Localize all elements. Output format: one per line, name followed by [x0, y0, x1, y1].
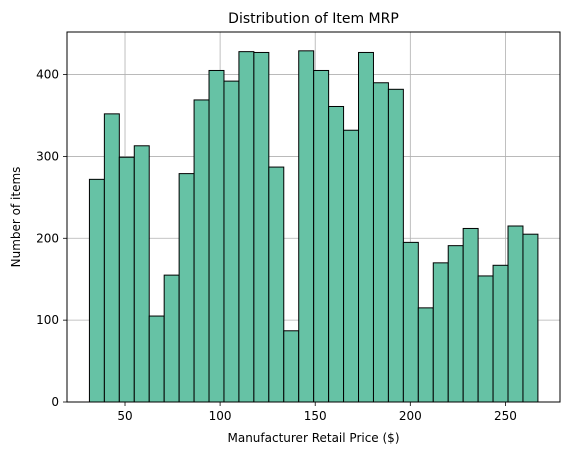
y-tick-label: 100	[36, 313, 59, 327]
histogram-bars	[88, 50, 539, 403]
x-tick-label: 50	[117, 409, 132, 423]
x-tick-label: 150	[304, 409, 327, 423]
histogram-bar	[178, 173, 195, 403]
histogram-bar	[432, 262, 449, 403]
y-axis-label: Number of items	[9, 167, 23, 268]
histogram-bar	[343, 129, 360, 403]
histogram-bar	[193, 99, 210, 403]
y-tick-label: 400	[36, 68, 59, 82]
x-tick-label: 200	[399, 409, 422, 423]
x-tick-label: 100	[209, 409, 232, 423]
histogram-bar	[328, 105, 345, 403]
histogram-bar	[133, 145, 150, 403]
histogram-bar	[103, 113, 120, 403]
histogram-bar	[163, 274, 180, 403]
histogram-bar	[402, 241, 419, 403]
histogram-bar	[477, 275, 494, 403]
histogram-bar	[492, 264, 509, 403]
histogram-bar	[238, 51, 255, 403]
histogram-bar	[268, 166, 285, 403]
histogram-bar	[507, 225, 524, 403]
histogram-bar	[387, 88, 404, 403]
plot-frame	[66, 31, 561, 403]
histogram-bar	[298, 50, 315, 403]
histogram-bar	[358, 51, 374, 403]
y-tick-label: 200	[36, 231, 59, 245]
histogram-bar	[462, 227, 479, 403]
y-tick-label: 300	[36, 149, 59, 163]
x-axis-ticks: 50 100 150 200 250	[117, 402, 517, 423]
x-tick-label: 250	[494, 409, 517, 423]
histogram-bar	[208, 69, 225, 403]
y-axis-ticks: 0 100 200 300 400	[36, 68, 67, 409]
histogram-bar	[253, 51, 270, 403]
histogram-bar	[88, 178, 105, 403]
histogram-bar	[118, 156, 135, 403]
histogram-bar	[223, 80, 240, 403]
histogram-bar	[522, 233, 539, 403]
histogram-bar	[148, 315, 165, 403]
histogram-bar	[447, 245, 464, 403]
chart-title: Distribution of Item MRP	[228, 11, 399, 27]
y-tick-label: 0	[51, 395, 59, 409]
histogram-bar	[372, 82, 389, 403]
histogram-bar	[417, 307, 434, 403]
histogram-bar	[313, 69, 330, 403]
histogram-bar	[283, 330, 300, 403]
x-axis-label: Manufacturer Retail Price ($)	[227, 431, 399, 445]
